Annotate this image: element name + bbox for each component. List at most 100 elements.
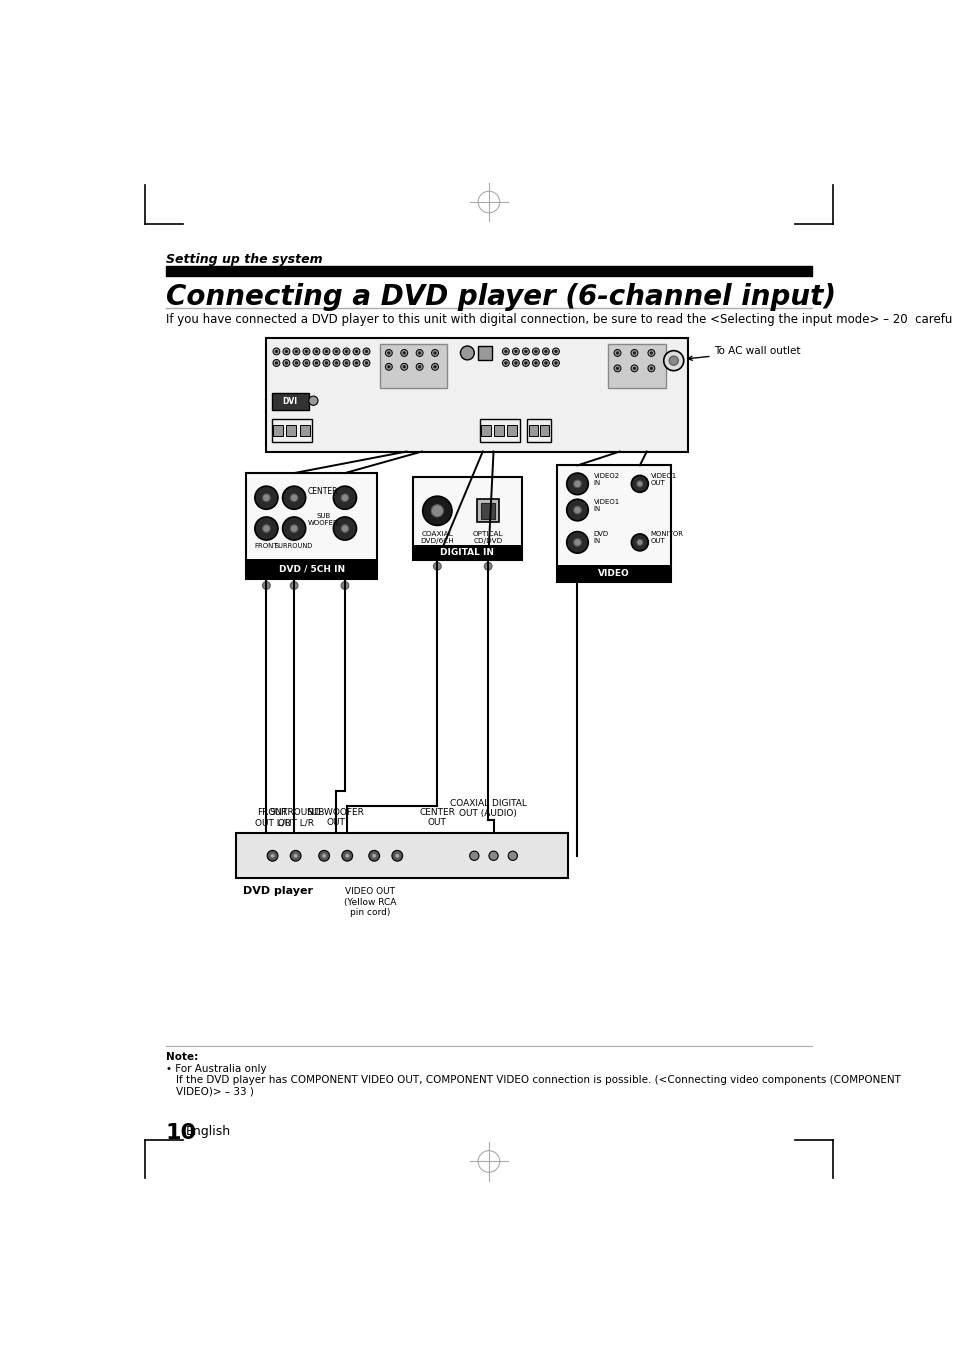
Circle shape: [314, 362, 317, 364]
Text: SUBWOOFER
OUT: SUBWOOFER OUT: [307, 807, 364, 828]
Text: Setting up the system: Setting up the system: [166, 252, 322, 266]
Circle shape: [355, 350, 357, 352]
Circle shape: [422, 497, 452, 525]
Circle shape: [616, 367, 618, 370]
Bar: [477, 346, 492, 360]
Circle shape: [341, 525, 349, 532]
Text: If the DVD player has COMPONENT VIDEO OUT, COMPONENT VIDEO connection is possibl: If the DVD player has COMPONENT VIDEO OU…: [175, 1075, 900, 1096]
Text: • For Australia only: • For Australia only: [166, 1064, 266, 1073]
Circle shape: [433, 563, 440, 570]
Circle shape: [524, 350, 527, 352]
Circle shape: [283, 359, 290, 366]
Circle shape: [365, 362, 368, 364]
Circle shape: [434, 366, 436, 369]
Bar: [494, 424, 504, 436]
Circle shape: [343, 348, 350, 355]
Text: DVD
IN: DVD IN: [593, 532, 608, 544]
Circle shape: [514, 362, 517, 364]
Circle shape: [431, 350, 438, 356]
Circle shape: [434, 351, 436, 354]
Circle shape: [573, 481, 580, 487]
Bar: [166, 266, 811, 275]
Bar: [557, 566, 670, 582]
Bar: [265, 338, 687, 451]
Text: 10: 10: [166, 1123, 196, 1143]
Circle shape: [372, 853, 375, 857]
Circle shape: [566, 532, 588, 553]
Circle shape: [532, 359, 538, 366]
Circle shape: [542, 348, 549, 355]
Circle shape: [431, 505, 443, 517]
Text: COAXIAL
DVD/6CH: COAXIAL DVD/6CH: [420, 531, 454, 544]
Circle shape: [522, 348, 529, 355]
Circle shape: [318, 850, 329, 861]
Circle shape: [522, 359, 529, 366]
Circle shape: [573, 506, 580, 514]
Circle shape: [614, 350, 620, 356]
Circle shape: [303, 348, 310, 355]
Circle shape: [614, 364, 620, 371]
Circle shape: [341, 494, 349, 502]
Circle shape: [417, 366, 420, 369]
Bar: [379, 344, 447, 389]
Circle shape: [335, 350, 337, 352]
Circle shape: [633, 367, 635, 370]
Text: CENTER
OUT: CENTER OUT: [419, 807, 455, 828]
Circle shape: [333, 359, 339, 366]
Circle shape: [333, 486, 356, 509]
Circle shape: [290, 525, 297, 532]
Circle shape: [636, 481, 642, 487]
Circle shape: [365, 350, 368, 352]
Bar: [527, 420, 550, 443]
Text: MONITOR
OUT: MONITOR OUT: [650, 532, 683, 544]
Circle shape: [341, 582, 349, 590]
Bar: [413, 477, 521, 560]
Circle shape: [460, 346, 474, 360]
Bar: [413, 544, 521, 560]
Circle shape: [552, 348, 558, 355]
Text: VIDEO2
IN: VIDEO2 IN: [593, 472, 619, 486]
Circle shape: [345, 853, 349, 857]
Text: DVI: DVI: [282, 397, 297, 406]
Bar: [557, 466, 670, 582]
Bar: [299, 424, 309, 436]
Circle shape: [323, 348, 330, 355]
Text: COAXIAL DIGITAL
OUT (AUDIO): COAXIAL DIGITAL OUT (AUDIO): [449, 799, 526, 818]
Circle shape: [504, 362, 507, 364]
Circle shape: [402, 366, 405, 369]
Circle shape: [416, 363, 422, 370]
Circle shape: [387, 366, 390, 369]
Bar: [286, 424, 296, 436]
Text: If you have connected a DVD player to this unit with digital connection, be sure: If you have connected a DVD player to th…: [166, 313, 953, 325]
Circle shape: [484, 563, 492, 570]
Circle shape: [488, 850, 497, 860]
Circle shape: [323, 359, 330, 366]
Circle shape: [566, 500, 588, 521]
Text: SUB
WOOFER: SUB WOOFER: [308, 513, 338, 525]
Circle shape: [544, 362, 547, 364]
Bar: [528, 424, 537, 436]
Bar: [479, 420, 519, 443]
Circle shape: [400, 363, 407, 370]
Circle shape: [285, 350, 288, 352]
Bar: [539, 424, 548, 436]
Circle shape: [544, 350, 547, 352]
Circle shape: [552, 359, 558, 366]
Circle shape: [502, 348, 509, 355]
Circle shape: [636, 539, 642, 545]
Circle shape: [417, 351, 420, 354]
Circle shape: [402, 351, 405, 354]
Text: DVD / 5CH IN: DVD / 5CH IN: [278, 564, 345, 574]
Circle shape: [262, 525, 270, 532]
Circle shape: [647, 364, 654, 371]
Circle shape: [254, 517, 277, 540]
Circle shape: [514, 350, 517, 352]
Circle shape: [385, 350, 392, 356]
Circle shape: [534, 350, 537, 352]
Circle shape: [267, 850, 277, 861]
Circle shape: [504, 350, 507, 352]
Bar: [476, 500, 498, 522]
Circle shape: [395, 853, 398, 857]
Circle shape: [647, 350, 654, 356]
Circle shape: [512, 348, 518, 355]
